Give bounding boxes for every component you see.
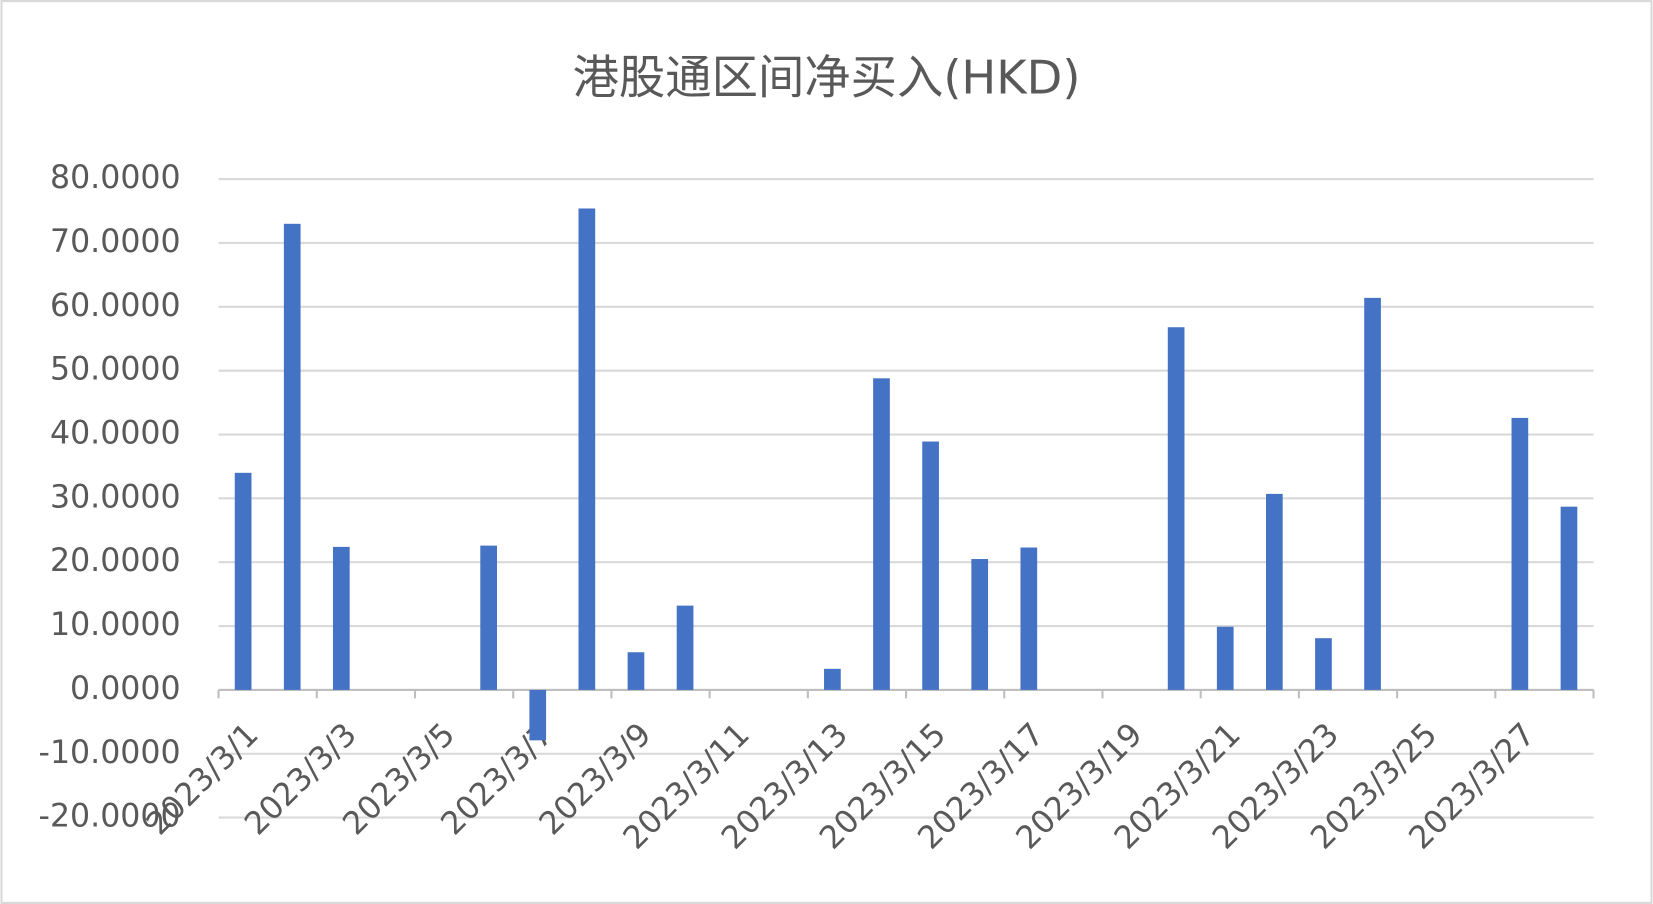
bar [283,223,301,690]
bar [873,378,890,690]
bar [529,689,547,741]
y-tick-label: 30.0000 [50,479,181,515]
bar [234,472,252,690]
y-tick-label: 50.0000 [50,352,181,388]
bar [480,545,497,690]
bar [1216,626,1234,690]
bar [1560,506,1578,690]
bar [971,559,989,690]
bar [676,605,694,690]
y-tick-label: 60.0000 [50,288,181,324]
bar [578,208,596,690]
y-tick-label: 10.0000 [50,607,181,643]
y-tick-label: 80.0000 [50,160,181,196]
bar [1511,417,1529,690]
bar [922,441,939,690]
y-tick-label: 0.0000 [70,671,181,707]
y-tick-label: -10.0000 [39,735,181,771]
y-tick-label: 20.0000 [50,543,181,579]
bar [1364,297,1381,690]
y-tick-label: -20.0000 [39,799,181,835]
bar [1315,638,1332,690]
bar [824,668,841,690]
bar [627,652,645,690]
y-tick-label: 70.0000 [50,224,181,260]
bar [1265,493,1283,690]
chart-title: 港股通区间净买入(HKD) [573,51,1081,105]
bar [1020,547,1038,690]
bar [332,546,350,690]
bar [1167,327,1185,690]
y-tick-label: 40.0000 [50,416,181,452]
